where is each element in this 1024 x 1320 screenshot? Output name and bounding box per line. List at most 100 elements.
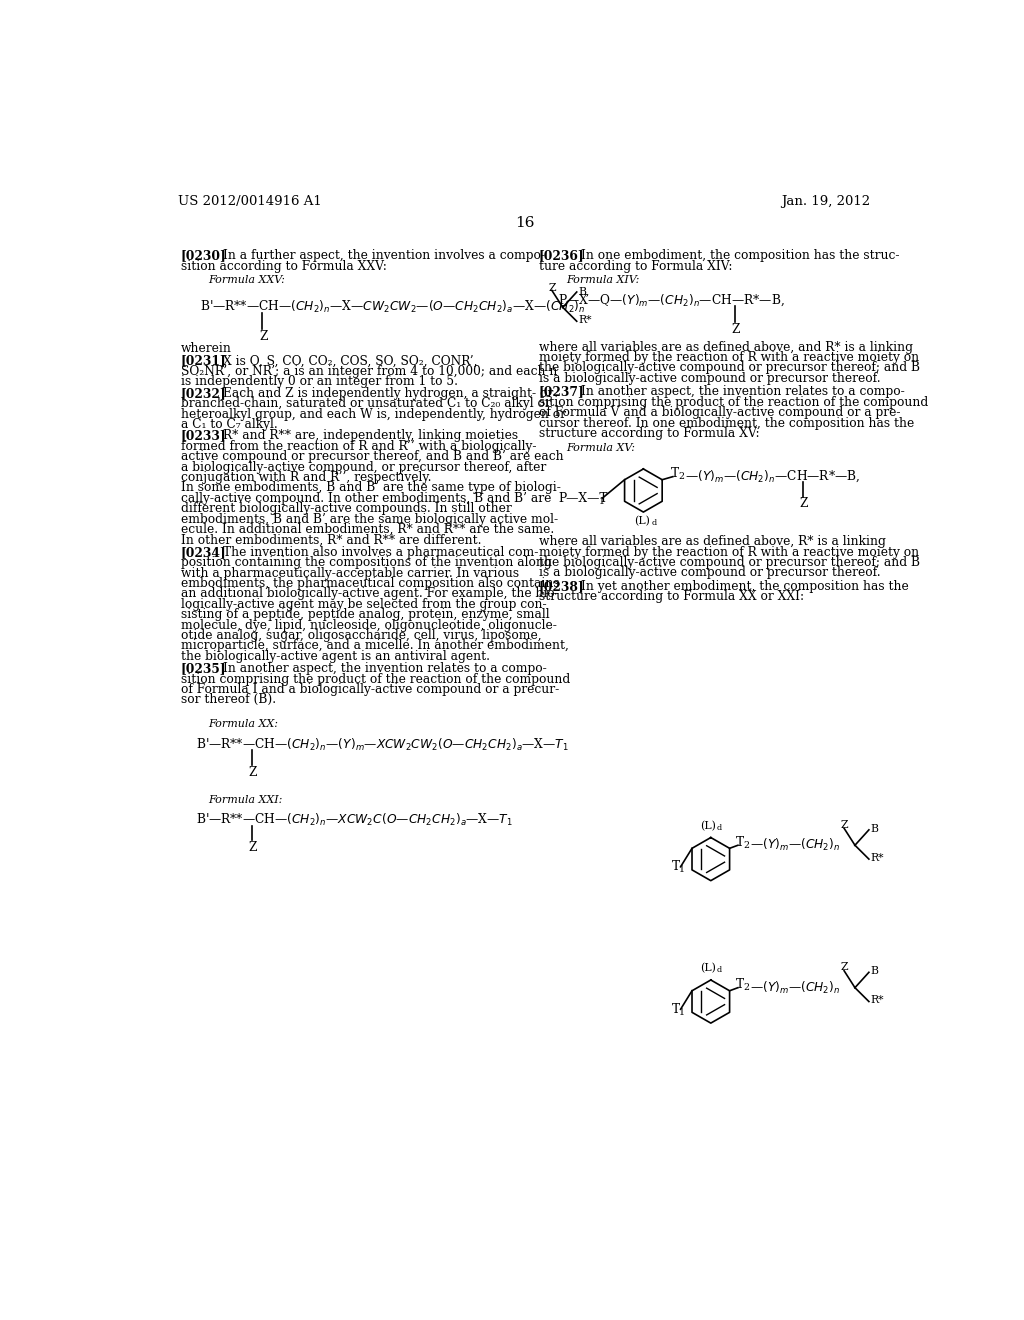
Text: is a biologically-active compound or precursor thereof.: is a biologically-active compound or pre… (539, 566, 881, 579)
Text: In another aspect, the invention relates to a compo-: In another aspect, the invention relates… (581, 385, 904, 399)
Text: [0231]: [0231] (180, 355, 226, 367)
Text: active compound or precursor thereof, and B and B’ are each: active compound or precursor thereof, an… (180, 450, 563, 463)
Text: —$(Y)_m$—$(CH_2)_n$: —$(Y)_m$—$(CH_2)_n$ (751, 837, 841, 853)
Text: —$(Y)_m$—$(CH_2)_n$—CH—R*—B,: —$(Y)_m$—$(CH_2)_n$—CH—R*—B, (685, 469, 860, 484)
Text: In another aspect, the invention relates to a compo-: In another aspect, the invention relates… (222, 663, 546, 676)
Text: 2: 2 (743, 983, 750, 993)
Text: US 2012/0014916 A1: US 2012/0014916 A1 (178, 195, 323, 209)
Text: a C₁ to C₇ alkyl.: a C₁ to C₇ alkyl. (180, 418, 278, 430)
Text: T: T (672, 1003, 680, 1016)
Text: sition according to Formula XXV:: sition according to Formula XXV: (180, 260, 387, 273)
Text: P—X—Q—$(Y)_m$—$(CH_2)_n$—CH—R*—B,: P—X—Q—$(Y)_m$—$(CH_2)_n$—CH—R*—B, (558, 293, 784, 309)
Text: T: T (736, 836, 744, 849)
Text: R*: R* (870, 853, 884, 863)
Text: B'—R**—CH—$(CH_2)_n$—$(Y)_m$—$XCW_2CW_2(O$—$CH_2CH_2)_a$—X—$T_1$: B'—R**—CH—$(CH_2)_n$—$(Y)_m$—$XCW_2CW_2(… (197, 737, 569, 752)
Text: Formula XIV:: Formula XIV: (566, 276, 639, 285)
Text: In some embodiments, B and B’ are the same type of biologi-: In some embodiments, B and B’ are the sa… (180, 482, 560, 494)
Text: Formula XX:: Formula XX: (208, 719, 278, 730)
Text: 16: 16 (515, 216, 535, 230)
Text: logically-active agent may be selected from the group con-: logically-active agent may be selected f… (180, 598, 547, 611)
Text: [0232]: [0232] (180, 387, 226, 400)
Text: molecule, dye, lipid, nucleoside, oligonucleotide, oligonucle-: molecule, dye, lipid, nucleoside, oligon… (180, 619, 557, 631)
Text: (L): (L) (700, 821, 716, 830)
Text: [0236]: [0236] (539, 249, 585, 263)
Text: an additional biologically-active agent. For example, the bio-: an additional biologically-active agent.… (180, 587, 558, 601)
Text: [0234]: [0234] (180, 545, 226, 558)
Text: d: d (717, 824, 722, 832)
Text: Z: Z (732, 323, 740, 337)
Text: structure according to Formula XV:: structure according to Formula XV: (539, 426, 760, 440)
Text: Z: Z (259, 330, 267, 343)
Text: different biologically-active compounds. In still other: different biologically-active compounds.… (180, 502, 511, 515)
Text: [0238]: [0238] (539, 579, 585, 593)
Text: heteroalkyl group, and each W is, independently, hydrogen or: heteroalkyl group, and each W is, indepe… (180, 408, 565, 421)
Text: (L): (L) (634, 516, 650, 527)
Text: B,: B, (579, 286, 590, 296)
Text: Z: Z (249, 766, 257, 779)
Text: Z: Z (841, 820, 849, 830)
Text: embodiments, the pharmaceutical composition also contains: embodiments, the pharmaceutical composit… (180, 577, 559, 590)
Text: the biologically-active agent is an antiviral agent.: the biologically-active agent is an anti… (180, 649, 489, 663)
Text: is independently 0 or an integer from 1 to 5.: is independently 0 or an integer from 1 … (180, 375, 458, 388)
Text: Jan. 19, 2012: Jan. 19, 2012 (781, 195, 870, 209)
Text: sor thereof (B).: sor thereof (B). (180, 693, 275, 706)
Text: microparticle, surface, and a micelle. In another embodiment,: microparticle, surface, and a micelle. I… (180, 639, 568, 652)
Text: Formula XXI:: Formula XXI: (208, 795, 283, 805)
Text: The invention also involves a pharmaceutical com-: The invention also involves a pharmaceut… (222, 545, 538, 558)
Text: [0237]: [0237] (539, 385, 585, 399)
Text: Z: Z (249, 841, 257, 854)
Text: wherein: wherein (180, 342, 231, 355)
Text: (L): (L) (700, 964, 716, 973)
Text: where all variables are as defined above, and R* is a linking: where all variables are as defined above… (539, 341, 912, 354)
Text: R* and R** are, independently, linking moieties: R* and R** are, independently, linking m… (222, 429, 518, 442)
Text: conjugation with R and R’’, respectively.: conjugation with R and R’’, respectively… (180, 471, 431, 484)
Text: T: T (672, 467, 679, 480)
Text: In one embodiment, the composition has the struc-: In one embodiment, the composition has t… (581, 249, 899, 263)
Text: 1: 1 (679, 866, 685, 874)
Text: of Formula I and a biologically-active compound or a precur-: of Formula I and a biologically-active c… (180, 682, 559, 696)
Text: Formula XXV:: Formula XXV: (208, 276, 285, 285)
Text: 2: 2 (743, 841, 750, 850)
Text: Each and Z is independently hydrogen, a straight- or: Each and Z is independently hydrogen, a … (222, 387, 553, 400)
Text: B: B (870, 966, 879, 975)
Text: sition comprising the product of the reaction of the compound: sition comprising the product of the rea… (180, 673, 570, 685)
Text: moiety formed by the reaction of R with a reactive moiety on: moiety formed by the reaction of R with … (539, 351, 919, 364)
Text: otide analog, sugar, oligosaccharide, cell, virus, liposome,: otide analog, sugar, oligosaccharide, ce… (180, 628, 542, 642)
Text: d: d (717, 966, 722, 974)
Text: —$(Y)_m$—$(CH_2)_n$: —$(Y)_m$—$(CH_2)_n$ (751, 979, 841, 995)
Text: In a further aspect, the invention involves a compo-: In a further aspect, the invention invol… (222, 249, 545, 263)
Text: Z: Z (841, 962, 849, 973)
Text: is a biologically-active compound or precursor thereof.: is a biologically-active compound or pre… (539, 372, 881, 385)
Text: Z: Z (800, 498, 808, 511)
Text: sition comprising the product of the reaction of the compound: sition comprising the product of the rea… (539, 396, 928, 409)
Text: X is O, S, CO, CO₂, COS, SO, SO₂, CONR’,: X is O, S, CO, CO₂, COS, SO, SO₂, CONR’, (222, 355, 477, 367)
Text: branched-chain, saturated or unsaturated C₁ to C₂₀ alkyl or: branched-chain, saturated or unsaturated… (180, 397, 551, 411)
Text: cally-active compound. In other embodiments, B and B’ are: cally-active compound. In other embodime… (180, 492, 551, 504)
Text: P—X—T: P—X—T (558, 492, 607, 504)
Text: where all variables are as defined above, R* is a linking: where all variables are as defined above… (539, 535, 886, 548)
Text: position containing the compositions of the invention along: position containing the compositions of … (180, 556, 552, 569)
Text: the biologically-active compound or precursor thereof; and B: the biologically-active compound or prec… (539, 362, 920, 375)
Text: structure according to Formula XX or XXI:: structure according to Formula XX or XXI… (539, 590, 804, 603)
Text: [0233]: [0233] (180, 429, 226, 442)
Text: embodiments, B and B’ are the same biologically active mol-: embodiments, B and B’ are the same biolo… (180, 512, 558, 525)
Text: B'—R**—CH—$(CH_2)_n$—X—$CW_2CW_2$—$(O—CH_2CH_2)_a$—X—$(CH_2)_n$: B'—R**—CH—$(CH_2)_n$—X—$CW_2CW_2$—$(O—CH… (200, 300, 586, 315)
Text: T: T (736, 978, 744, 991)
Text: cursor thereof. In one embodiment, the composition has the: cursor thereof. In one embodiment, the c… (539, 417, 914, 429)
Text: T: T (672, 861, 680, 874)
Text: [0230]: [0230] (180, 249, 226, 263)
Text: a biologically-active compound, or precursor thereof, after: a biologically-active compound, or precu… (180, 461, 546, 474)
Text: 1: 1 (679, 1008, 685, 1016)
Text: the biologically-active compound or precursor thereof; and B: the biologically-active compound or prec… (539, 556, 920, 569)
Text: 1: 1 (599, 496, 605, 506)
Text: 2: 2 (678, 473, 684, 482)
Text: R*: R* (870, 995, 884, 1006)
Text: moiety formed by the reaction of R with a reactive moiety on: moiety formed by the reaction of R with … (539, 545, 919, 558)
Text: Z: Z (549, 282, 556, 293)
Text: ture according to Formula XIV:: ture according to Formula XIV: (539, 260, 732, 273)
Text: In other embodiments, R* and R** are different.: In other embodiments, R* and R** are dif… (180, 533, 481, 546)
Text: R*: R* (579, 315, 592, 325)
Text: d: d (651, 519, 656, 527)
Text: of Formula V and a biologically-active compound or a pre-: of Formula V and a biologically-active c… (539, 407, 900, 420)
Text: [0235]: [0235] (180, 663, 226, 676)
